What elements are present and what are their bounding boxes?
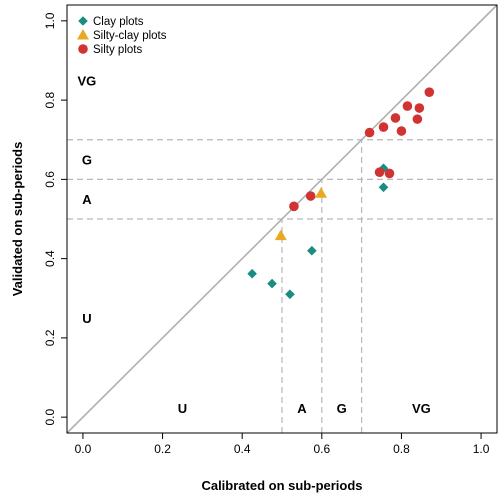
zone-label-x: A — [297, 401, 307, 416]
y-axis-title: Validated on sub-periods — [10, 142, 25, 297]
legend-marker-clay-plots — [78, 16, 88, 26]
x-tick-label: 0.4 — [234, 442, 251, 456]
x-tick-label: 0.0 — [75, 442, 92, 456]
point-silty-plots — [412, 114, 423, 124]
legend-label-clay-plots: Clay plots — [93, 16, 144, 28]
point-silty-plots — [384, 168, 395, 179]
x-axis-title: Calibrated on sub-periods — [201, 478, 362, 493]
point-silty-plots — [305, 191, 316, 201]
y-tick-label: 0.8 — [43, 91, 57, 108]
zone-label-y: VG — [78, 73, 97, 88]
x-tick-label: 0.2 — [154, 442, 171, 456]
threshold-lines — [67, 139, 497, 433]
legend: Clay plots Silty-clay plots Silty plots — [77, 16, 167, 56]
y-tick-label: 0.6 — [43, 171, 57, 188]
x-axis: 0.0 0.2 0.4 0.6 0.8 1.0 — [75, 433, 490, 456]
y-tick-label: 0.2 — [43, 329, 57, 346]
y-tick-label: 0.4 — [43, 250, 57, 267]
point-silty-plots — [396, 126, 407, 136]
point-clay-plots — [378, 182, 389, 193]
y-axis: 0.0 0.2 0.4 0.6 0.8 1.0 — [43, 12, 67, 425]
plot-frame — [66, 4, 498, 434]
point-silty-plots — [424, 87, 435, 97]
point-clay-plots — [247, 268, 257, 279]
point-clay-plots — [267, 278, 277, 289]
point-silty-clay-plots — [274, 229, 287, 241]
point-silty-plots — [390, 113, 401, 123]
point-silty-plots — [364, 127, 375, 138]
zone-label-x: U — [178, 401, 187, 416]
zone-label-x: G — [337, 401, 347, 416]
x-tick-label: 0.8 — [393, 442, 410, 456]
zone-label-y: G — [82, 153, 92, 168]
legend-label-silty-clay-plots: Silty-clay plots — [93, 30, 167, 42]
point-clay-plots — [285, 289, 295, 300]
zone-labels: U A G VG VG G A U — [78, 73, 431, 416]
x-tick-label: 0.6 — [313, 442, 330, 456]
zone-label-x: VG — [412, 401, 431, 416]
y-tick-label: 0.0 — [43, 408, 57, 425]
point-clay-plots — [307, 245, 317, 256]
point-silty-plots — [289, 201, 299, 212]
legend-label-silty-plots: Silty plots — [93, 44, 142, 56]
point-silty-plots — [378, 122, 389, 132]
point-silty-plots — [414, 103, 425, 113]
legend-marker-silty-clay-plots — [77, 29, 89, 40]
x-tick-label: 1.0 — [473, 442, 490, 456]
one-to-one-line — [66, 4, 498, 434]
point-silty-plots — [374, 167, 385, 178]
legend-marker-silty-plots — [78, 44, 88, 54]
zone-label-y: U — [82, 311, 91, 326]
zone-label-y: A — [82, 192, 92, 207]
point-silty-clay-plots — [315, 187, 328, 198]
data-points — [247, 87, 435, 300]
point-silty-plots — [402, 101, 413, 111]
y-tick-label: 1.0 — [43, 12, 57, 29]
